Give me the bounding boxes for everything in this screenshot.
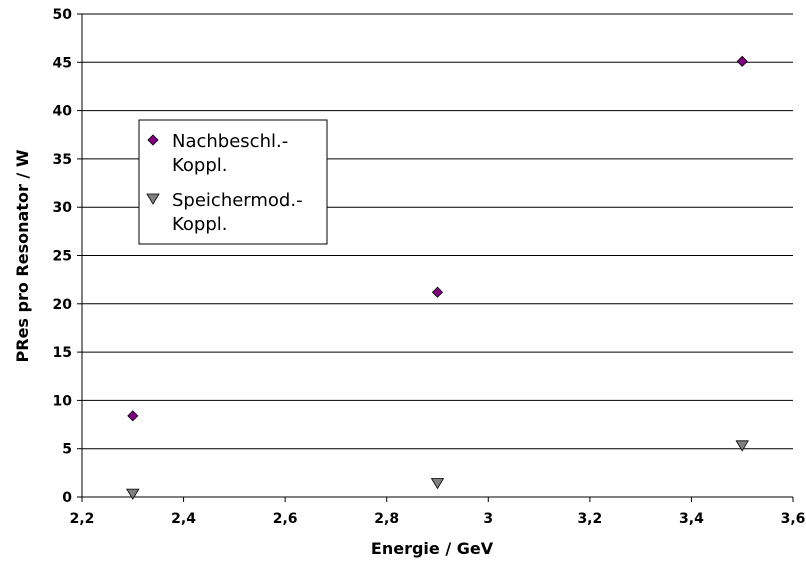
data-points (126, 55, 749, 500)
y-tick-label: 45 (53, 55, 72, 71)
x-tick-label: 3,2 (577, 511, 602, 527)
legend-label-line-2: Koppl. (172, 214, 228, 235)
y-tick-label: 50 (53, 7, 73, 23)
legend-item-nachbeschl: Nachbeschl.- Koppl. (147, 131, 288, 176)
data-point-diamond-s0 (127, 410, 139, 422)
y-tick-label: 15 (53, 345, 72, 361)
x-tick-label: 3 (483, 511, 493, 527)
data-point-diamond-s0 (736, 55, 748, 67)
legend-label-line-1: Speichermod.- (172, 190, 303, 211)
y-tick-labels: 0 5 10 15 20 25 30 35 40 45 50 (53, 7, 73, 506)
legend: Nachbeschl.- Koppl. Speichermod.- Koppl. (138, 119, 328, 245)
data-point-triangle-s1 (126, 488, 140, 500)
axes (77, 13, 794, 502)
x-tick-label: 2,8 (374, 511, 399, 527)
x-tick-label: 2,2 (70, 511, 95, 527)
x-tick-label: 2,6 (273, 511, 298, 527)
y-tick-label: 10 (53, 393, 73, 409)
y-tick-label: 0 (62, 490, 72, 506)
x-tick-label: 2,4 (171, 511, 196, 527)
data-point-triangle-s1 (735, 440, 749, 452)
data-point-triangle-s1 (430, 478, 445, 490)
y-tick-label: 40 (53, 104, 73, 120)
y-axis-title: PRes pro Resonator / W (13, 149, 32, 362)
legend-label-line-2: Koppl. (172, 155, 228, 176)
y-tick-label: 20 (53, 297, 73, 313)
y-tick-label: 5 (62, 442, 72, 458)
y-tick-label: 35 (53, 152, 72, 168)
y-tick-label: 25 (53, 249, 72, 265)
legend-item-speichermod: Speichermod.- Koppl. (146, 190, 303, 235)
data-point-diamond-s0 (431, 286, 444, 298)
x-tick-label: 3,4 (679, 511, 704, 527)
legend-marker-triangle (146, 193, 160, 205)
x-axis-title: Energie / GeV (371, 539, 494, 558)
y-tick-label: 30 (53, 200, 73, 216)
x-tick-label: 3,6 (781, 511, 806, 527)
legend-marker-diamond (147, 134, 159, 146)
legend-box (138, 119, 328, 245)
x-tick-labels: 2,2 2,4 2,6 2,8 3 3,2 3,4 3,6 (70, 511, 806, 527)
legend-label-line-1: Nachbeschl.- (172, 131, 288, 152)
